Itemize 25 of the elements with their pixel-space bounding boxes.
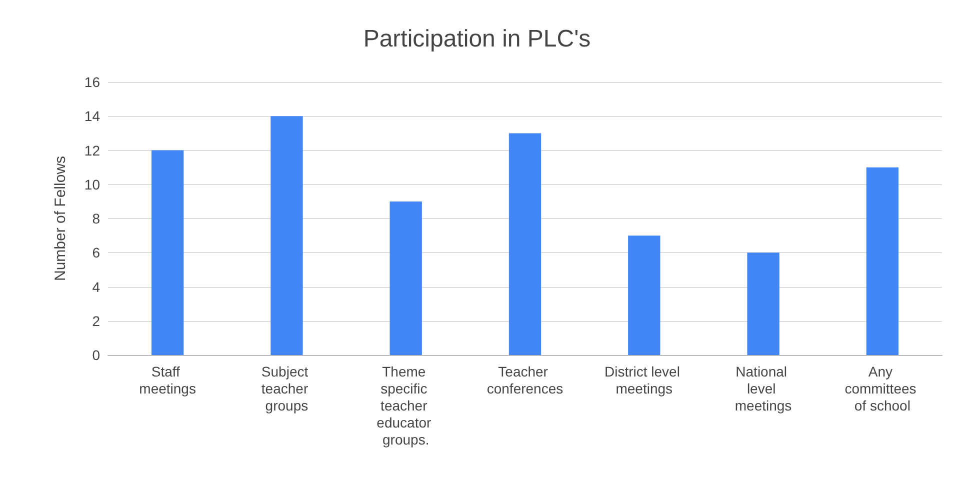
bar [866,167,899,355]
y-axis-title: Number of Fellows [52,156,69,282]
y-tick-label: 14 [84,108,100,124]
y-tick-label: 2 [92,312,100,329]
y-tick-label: 4 [92,278,100,295]
bar [508,133,542,355]
y-tick-label: 10 [84,176,100,192]
y-tick-label: 16 [84,74,100,90]
x-tick-label: Staff meetings [139,364,196,396]
bar [747,252,780,355]
y-tick-label: 6 [92,244,100,261]
bar [270,116,303,355]
x-tick-label: National level meetings [734,364,792,414]
x-tick-label: Teacher conferences [486,364,564,396]
bar [390,201,422,355]
y-tick-label: 0 [92,347,100,363]
bar [628,236,660,355]
chart-title: Participation in PLC's [363,26,591,52]
x-tick-label: Subject teacher groups [261,364,312,414]
y-tick-label: 12 [84,142,100,158]
y-tick-label: 8 [92,210,100,226]
x-tick-label: Any committees of school [844,364,920,414]
x-tick-label: District level meetings [604,364,684,396]
x-tick-label: Theme specific teacher educator groups. [376,364,436,448]
bar [151,150,184,355]
